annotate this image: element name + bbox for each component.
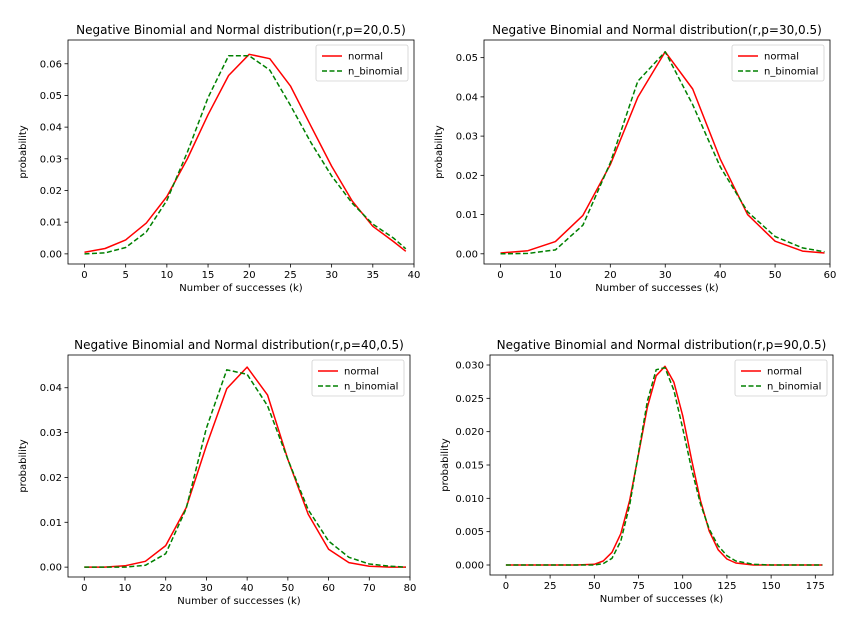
x-tick-label: 25 — [284, 270, 297, 281]
x-tick-label: 30 — [325, 270, 338, 281]
legend-label-normal: normal — [344, 367, 379, 378]
legend-label-n_binomial: n_binomial — [348, 67, 402, 78]
x-tick-label: 75 — [632, 581, 645, 592]
x-tick-label: 10 — [160, 270, 173, 281]
x-tick-label: 0 — [81, 270, 87, 281]
x-tick-label: 20 — [159, 583, 172, 594]
x-axis-label: Number of successes (k) — [177, 596, 301, 607]
x-tick-label: 30 — [200, 583, 213, 594]
y-tick-label: 0.020 — [455, 427, 484, 438]
x-tick-label: 20 — [243, 270, 256, 281]
chart-title: Negative Binomial and Normal distributio… — [497, 338, 827, 352]
chart-panel-1: Negative Binomial and Normal distributio… — [18, 23, 420, 294]
y-tick-label: 0.000 — [455, 561, 484, 572]
series-line-n_binomial — [84, 369, 406, 568]
legend-box — [731, 44, 825, 82]
x-tick-label: 10 — [119, 583, 132, 594]
x-axis-label: Number of successes (k) — [600, 594, 724, 605]
legend: normal n_binomial — [731, 44, 825, 82]
x-tick-label: 125 — [717, 581, 736, 592]
x-tick-label: 0 — [503, 581, 509, 592]
y-tick-label: 0.030 — [455, 361, 484, 372]
x-tick-label: 10 — [549, 270, 562, 281]
x-tick-label: 100 — [673, 581, 692, 592]
y-tick-label: 0.01 — [40, 218, 62, 229]
series-line-n_binomial — [84, 55, 407, 255]
y-tick-label: 0.04 — [40, 123, 62, 134]
x-tick-label: 80 — [404, 583, 417, 594]
x-tick-label: 40 — [408, 270, 421, 281]
chart-panel-3: Negative Binomial and Normal distributio… — [18, 338, 416, 607]
x-tick-label: 40 — [241, 583, 254, 594]
y-tick-label: 0.00 — [456, 249, 478, 260]
legend-box — [315, 44, 409, 82]
x-tick-label: 20 — [604, 270, 617, 281]
x-axis-label: Number of successes (k) — [179, 283, 303, 294]
y-axis-label: probability — [434, 125, 445, 178]
y-tick-label: 0.01 — [40, 518, 62, 529]
y-tick-label: 0.00 — [40, 249, 62, 260]
x-tick-label: 30 — [659, 270, 672, 281]
chart-title: Negative Binomial and Normal distributio… — [74, 338, 404, 352]
y-tick-label: 0.03 — [456, 132, 478, 143]
y-tick-label: 0.02 — [40, 473, 62, 484]
x-tick-label: 25 — [544, 581, 557, 592]
legend-label-normal: normal — [764, 52, 799, 63]
x-tick-label: 0 — [81, 583, 87, 594]
x-tick-label: 150 — [762, 581, 781, 592]
x-tick-label: 50 — [281, 583, 294, 594]
x-tick-label: 175 — [806, 581, 825, 592]
legend-box — [734, 359, 828, 397]
legend-label-normal: normal — [348, 52, 383, 63]
x-tick-label: 60 — [824, 270, 837, 281]
y-tick-label: 0.01 — [456, 210, 478, 221]
chart-panel-2: Negative Binomial and Normal distributio… — [434, 23, 836, 294]
y-axis-label: probability — [18, 125, 29, 178]
y-tick-label: 0.02 — [456, 171, 478, 182]
legend-label-normal: normal — [767, 367, 802, 378]
y-tick-label: 0.02 — [40, 186, 62, 197]
series-line-normal — [84, 366, 406, 568]
x-tick-label: 15 — [202, 270, 215, 281]
series-line-n_binomial — [505, 366, 823, 566]
series-line-n_binomial — [500, 51, 825, 255]
x-tick-label: 40 — [714, 270, 727, 281]
y-tick-label: 0.06 — [40, 59, 62, 70]
legend-label-n_binomial: n_binomial — [344, 382, 398, 393]
legend: normal n_binomial — [734, 359, 828, 397]
chart-title: Negative Binomial and Normal distributio… — [492, 23, 822, 37]
x-tick-label: 5 — [122, 270, 128, 281]
legend: normal n_binomial — [315, 44, 409, 82]
y-tick-label: 0.025 — [455, 394, 484, 405]
y-tick-label: 0.04 — [456, 92, 478, 103]
y-tick-label: 0.03 — [40, 428, 62, 439]
y-axis-label: probability — [18, 439, 29, 492]
y-tick-label: 0.005 — [455, 527, 484, 538]
x-tick-label: 50 — [588, 581, 601, 592]
y-tick-label: 0.010 — [455, 494, 484, 505]
y-tick-label: 0.04 — [40, 383, 62, 394]
x-tick-label: 50 — [769, 270, 782, 281]
legend-box — [311, 359, 405, 397]
y-axis-label: probability — [440, 438, 451, 491]
x-tick-label: 35 — [366, 270, 379, 281]
legend-label-n_binomial: n_binomial — [764, 67, 818, 78]
chart-panel-4: Negative Binomial and Normal distributio… — [440, 338, 834, 605]
y-tick-label: 0.015 — [455, 461, 484, 472]
chart-title: Negative Binomial and Normal distributio… — [76, 23, 406, 37]
x-tick-label: 60 — [322, 583, 335, 594]
x-tick-label: 0 — [497, 270, 503, 281]
legend-label-n_binomial: n_binomial — [767, 382, 821, 393]
x-tick-label: 70 — [363, 583, 376, 594]
legend: normal n_binomial — [311, 359, 405, 397]
x-axis-label: Number of successes (k) — [595, 283, 719, 294]
y-tick-label: 0.05 — [456, 53, 478, 64]
y-tick-label: 0.03 — [40, 154, 62, 165]
y-tick-label: 0.05 — [40, 91, 62, 102]
y-tick-label: 0.00 — [40, 563, 62, 574]
